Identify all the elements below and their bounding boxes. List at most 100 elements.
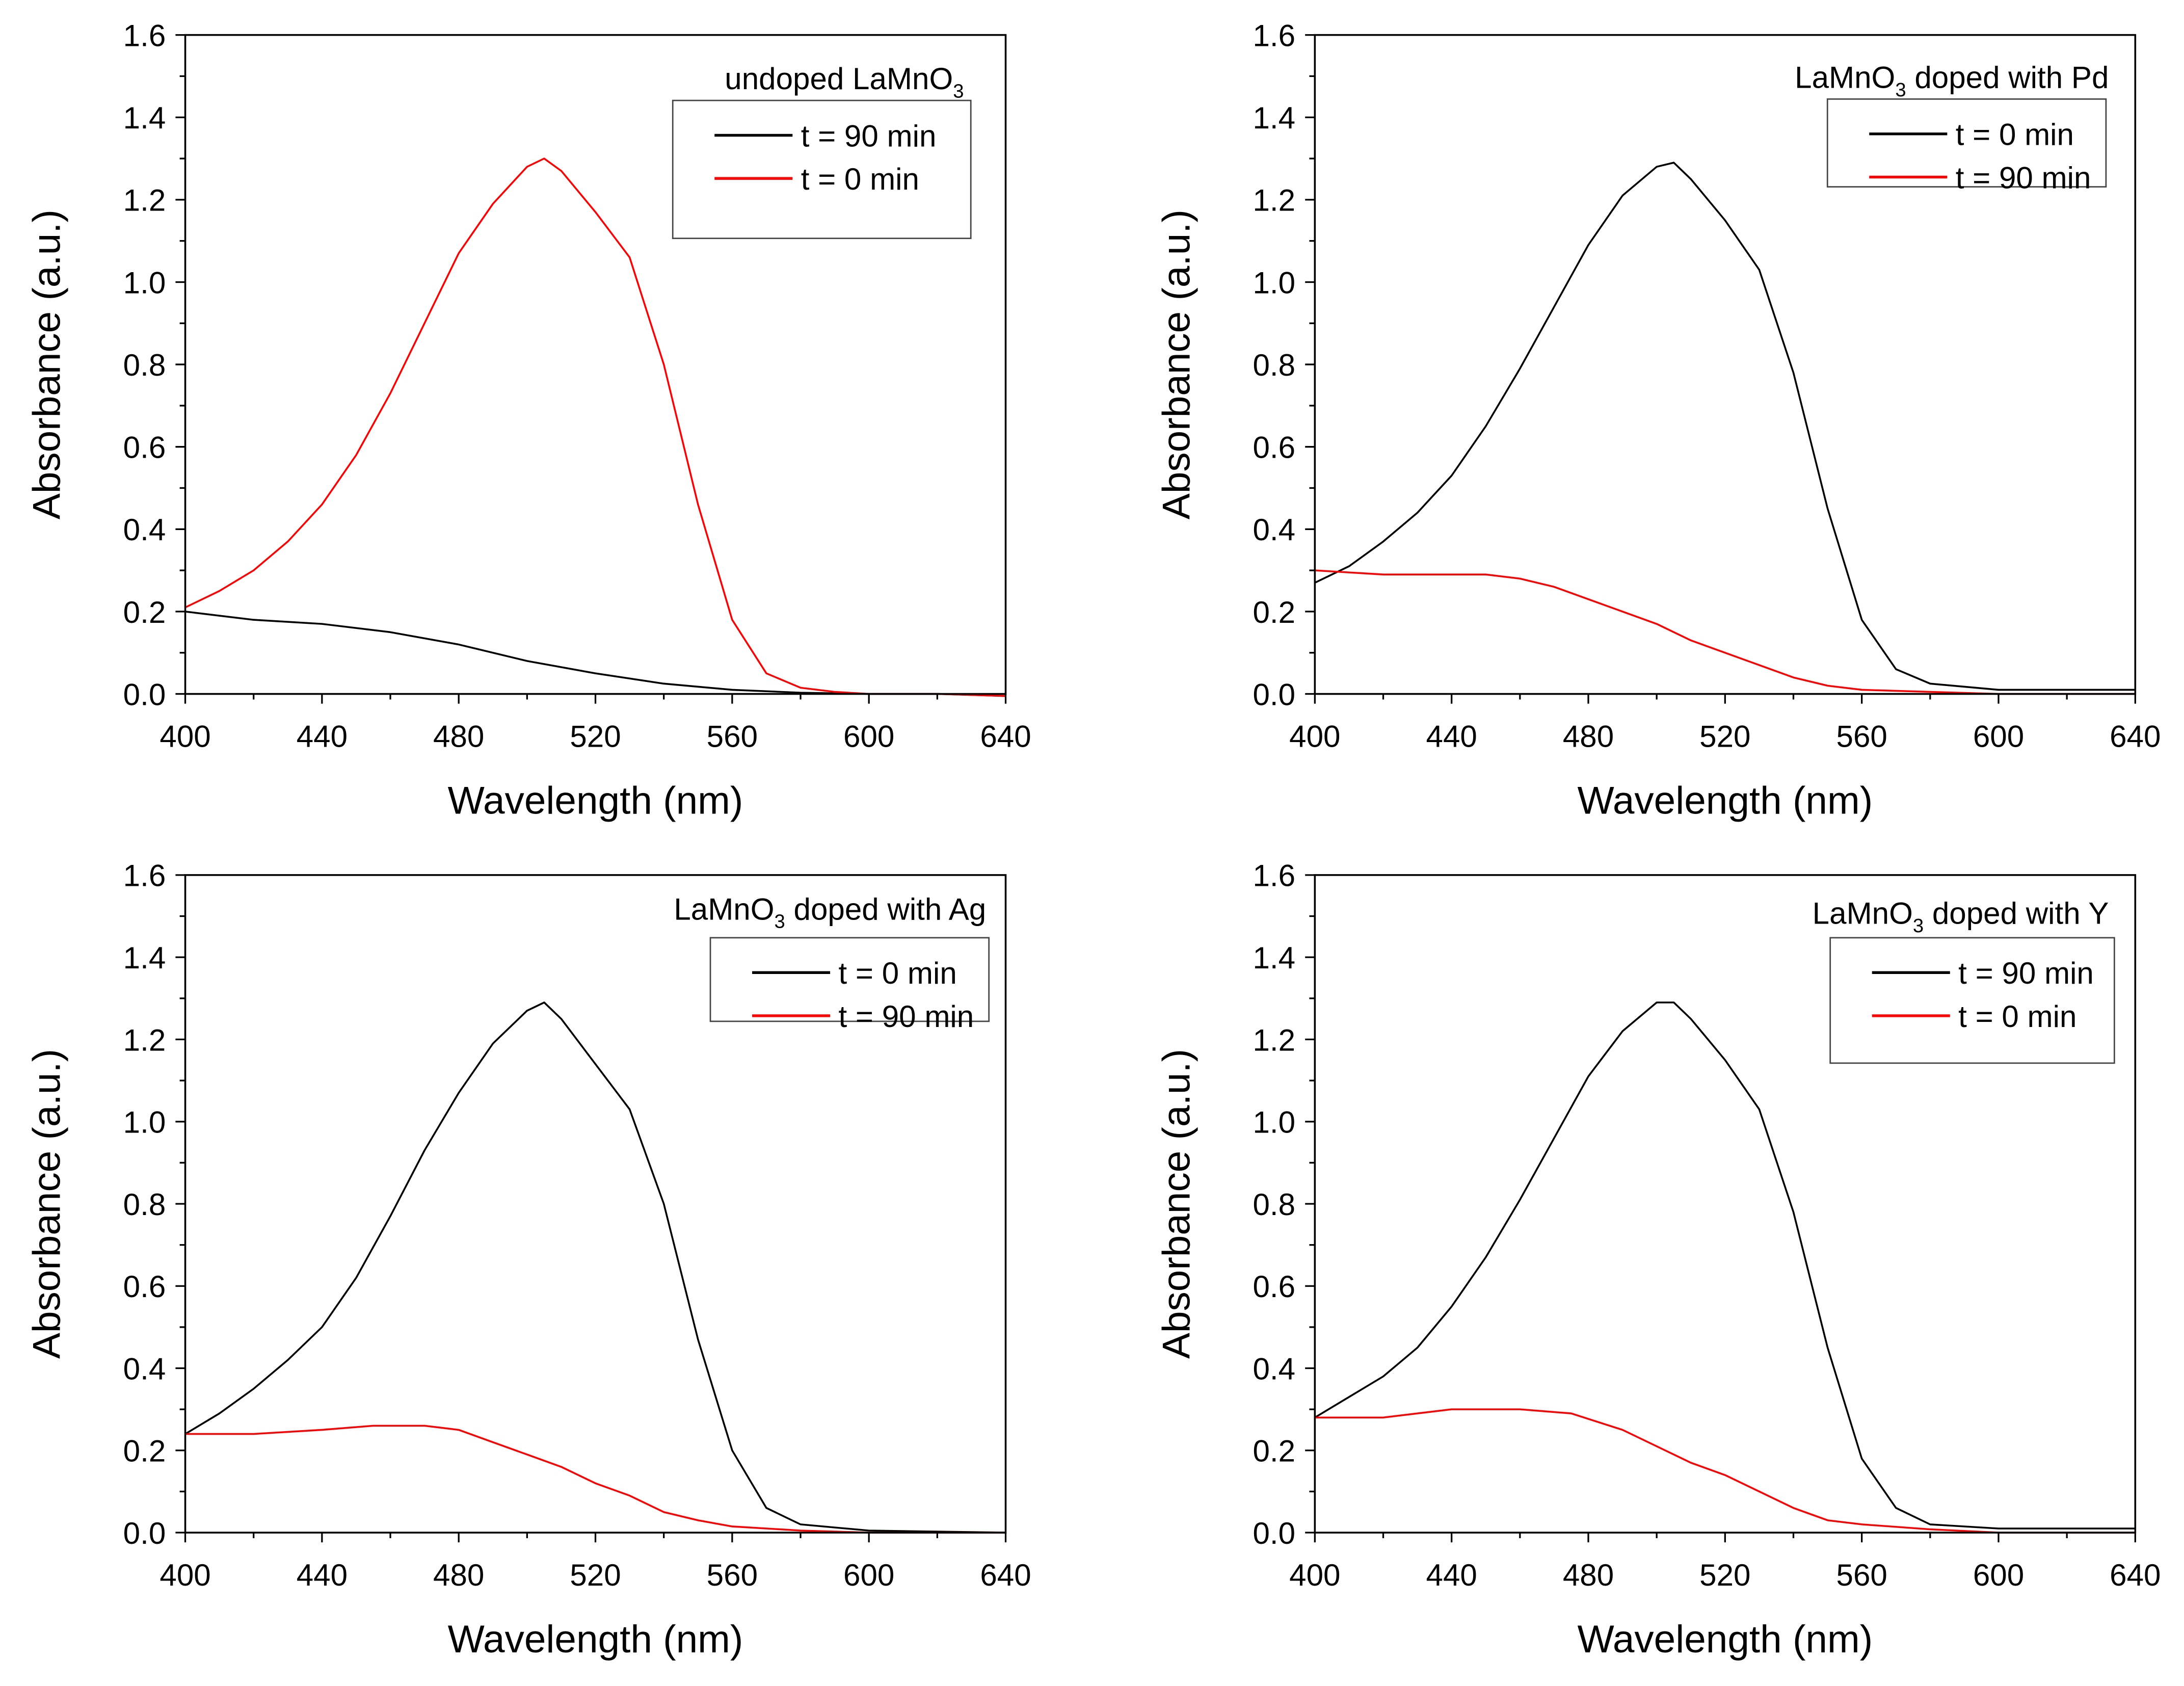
legend-label: t = 90 min	[1956, 161, 2091, 195]
x-tick-label: 520	[570, 1558, 621, 1592]
y-tick-label: 1.2	[1253, 183, 1295, 218]
series-line-red	[1315, 1408, 2136, 1534]
legend-label: t = 90 min	[839, 999, 974, 1034]
x-tick-label: 480	[433, 1558, 484, 1592]
legend-label: t = 0 min	[801, 162, 919, 196]
x-tick-label: 560	[1836, 719, 1887, 753]
legend-label: t = 0 min	[839, 956, 957, 990]
title-text: LaMnO	[1813, 897, 1913, 931]
legend: t = 0 min t = 90 min	[709, 937, 990, 1034]
x-tick-label: 440	[297, 1558, 348, 1592]
x-tick-label: 600	[843, 1558, 894, 1592]
legend-label: t = 90 min	[1958, 956, 2094, 990]
y-axis-label: Absorbance (a.u.)	[1155, 1049, 1198, 1359]
legend-label: t = 90 min	[801, 119, 937, 153]
chart-panel-2: 400 440 480 520 560 600 640 0.0 0.2 0.4 0.6 0.8 1.0 1…	[1155, 18, 2161, 822]
y-tick-label: 0.6	[1253, 431, 1295, 465]
y-tick-label: 0.0	[123, 1516, 166, 1550]
chart-panel-4: 400 440 480 520 560 600 640 0.0 0.2 0.4 0.6 0.8 1.0 1…	[1155, 859, 2161, 1661]
series-line-red	[1315, 569, 2136, 695]
y-tick-label: 0.6	[123, 431, 166, 465]
legend: t = 0 min t = 90 min	[1826, 98, 2107, 195]
x-tick-label: 640	[2110, 719, 2161, 753]
y-tick-label: 0.8	[123, 1188, 166, 1222]
x-tick-label: 400	[1289, 719, 1340, 753]
title-text: LaMnO	[1795, 60, 1895, 94]
y-tick-label: 1.6	[1253, 859, 1295, 893]
panel-title: LaMnO3 doped with Ag	[674, 892, 986, 932]
y-tick-label: 1.2	[123, 1023, 166, 1057]
series-line-red	[185, 1425, 1006, 1534]
y-tick-label: 1.0	[1253, 1105, 1295, 1140]
y-axis-label: Absorbance (a.u.)	[25, 1049, 69, 1359]
x-axis-label: Wavelength (nm)	[448, 1618, 743, 1661]
y-axis-label: Absorbance (a.u.)	[25, 209, 69, 519]
title-text: doped with Y	[1924, 897, 2109, 931]
y-tick-label: 1.6	[123, 18, 166, 52]
x-tick-label: 400	[159, 1558, 210, 1592]
x-tick-label: 560	[1836, 1558, 1887, 1592]
x-tick-label: 600	[1973, 1558, 2024, 1592]
y-tick-label: 1.6	[1253, 18, 1295, 52]
series-line-black	[184, 1002, 1006, 1534]
title-text: LaMnO	[674, 892, 774, 926]
y-tick-label: 0.2	[123, 1434, 166, 1468]
x-axis-label: Wavelength (nm)	[1577, 779, 1873, 823]
series-line-black	[185, 611, 1006, 697]
title-text: undoped LaMnO	[725, 62, 953, 96]
x-tick-label: 440	[1426, 1558, 1477, 1592]
y-tick-label: 0.8	[1253, 1188, 1295, 1222]
y-tick-label: 1.4	[123, 941, 166, 975]
title-subscript: 3	[775, 911, 785, 933]
y-tick-label: 0.2	[123, 595, 166, 629]
title-text: doped with Pd	[1906, 60, 2109, 94]
y-tick-label: 1.6	[123, 859, 166, 893]
x-tick-label: 560	[707, 1558, 758, 1592]
x-tick-label: 600	[843, 719, 894, 753]
y-tick-label: 1.0	[123, 1105, 166, 1140]
x-axis-label: Wavelength (nm)	[1577, 1618, 1873, 1661]
chart-panel-1: 400 440 480 520 560 600 640 0.0 0.2 0.4 0.6 0.8 1.0 1…	[25, 18, 1031, 822]
title-subscript: 3	[953, 81, 964, 102]
y-tick-label: 0.0	[1253, 1516, 1295, 1550]
legend-box	[1829, 937, 2115, 1064]
series-line-black	[1314, 1002, 2136, 1530]
legend: t = 90 min t = 0 min	[1829, 937, 2115, 1064]
y-tick-label: 1.4	[123, 101, 166, 135]
y-tick-label: 0.8	[123, 348, 166, 382]
panel-title: LaMnO3 doped with Pd	[1795, 60, 2109, 100]
panel-title: undoped LaMnO3	[725, 62, 964, 102]
y-tick-label: 0.0	[123, 677, 166, 712]
x-tick-label: 520	[570, 719, 621, 753]
y-axis-label: Absorbance (a.u.)	[1155, 209, 1198, 519]
y-tick-label: 1.0	[1253, 266, 1295, 300]
y-tick-label: 0.6	[1253, 1270, 1295, 1304]
y-tick-label: 1.2	[123, 183, 166, 218]
x-tick-label: 640	[2110, 1558, 2161, 1592]
title-subscript: 3	[1913, 915, 1924, 937]
panel-title: LaMnO3 doped with Y	[1813, 897, 2109, 937]
y-tick-label: 0.4	[1253, 1352, 1295, 1386]
legend-label: t = 0 min	[1956, 118, 2074, 152]
y-tick-label: 0.0	[1253, 677, 1295, 712]
x-tick-label: 440	[1426, 719, 1477, 753]
x-tick-label: 480	[1563, 719, 1614, 753]
x-tick-label: 400	[159, 719, 210, 753]
legend: t = 90 min t = 0 min	[672, 99, 972, 240]
y-tick-label: 1.4	[1253, 941, 1295, 975]
y-tick-label: 0.2	[1253, 595, 1295, 629]
y-tick-label: 0.2	[1253, 1434, 1295, 1468]
legend-box	[1826, 98, 2107, 188]
y-tick-label: 0.8	[1253, 348, 1295, 382]
y-tick-label: 0.4	[1253, 513, 1295, 547]
y-tick-label: 0.4	[123, 1352, 166, 1386]
legend-box	[709, 937, 990, 1022]
x-tick-label: 400	[1289, 1558, 1340, 1592]
x-tick-label: 600	[1973, 719, 2024, 753]
chart-panel-3: 400 440 480 520 560 600 640 0.0 0.2 0.4 0.6 0.8 1.0 1…	[25, 859, 1031, 1661]
x-axis-label: Wavelength (nm)	[448, 779, 743, 823]
title-text: doped with Ag	[785, 892, 986, 926]
y-tick-label: 0.4	[123, 513, 166, 547]
x-tick-label: 640	[980, 719, 1031, 753]
